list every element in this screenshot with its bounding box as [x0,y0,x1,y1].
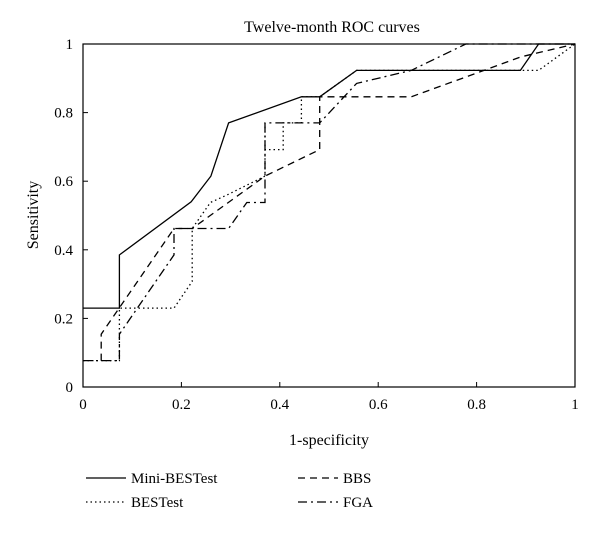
legend-label-bestest: BESTest [131,495,184,511]
series-line-fga [83,43,575,362]
y-axis-ticks: 0 0.2 0.4 0.6 0.8 1 [54,37,88,396]
x-tick-label: 1 [571,397,579,413]
legend-label-bbs: BBS [343,471,371,487]
x-axis-ticks: 0 0.2 0.4 0.6 0.8 1 [79,382,579,413]
plot-frame [82,43,576,388]
y-axis-label: Sensitivity [25,181,42,249]
x-tick-label: 0.2 [172,397,191,413]
x-tick-label: 0.4 [270,397,289,413]
x-axis-label: 1-specificity [289,432,369,449]
series-lines [83,43,576,362]
legend-label-fga: FGA [343,495,373,511]
legend-label-mini-bestest: Mini-BESTest [131,471,218,487]
y-tick-label: 1 [66,37,74,53]
y-tick-label: 0.6 [54,174,73,190]
y-tick-label: 0 [66,380,74,396]
y-tick-label: 0.2 [54,311,73,327]
series-line-bestest [83,43,576,362]
x-tick-label: 0.8 [467,397,486,413]
x-tick-label: 0.6 [369,397,388,413]
series-line-bbs [100,43,576,361]
legend: Mini-BESTest BESTest BBS FGA [86,471,373,511]
y-tick-label: 0.8 [54,106,73,122]
y-tick-label: 0.4 [54,243,73,259]
series-line-mini-bestest [83,43,575,309]
chart-title: Twelve-month ROC curves [244,19,420,36]
x-tick-label: 0 [79,397,87,413]
